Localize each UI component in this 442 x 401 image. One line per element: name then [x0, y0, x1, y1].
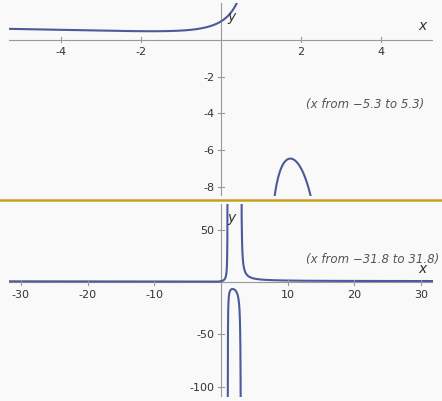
Text: -6: -6 [203, 146, 214, 156]
Text: -8: -8 [203, 182, 214, 192]
Text: -20: -20 [79, 289, 97, 299]
Text: (x from −31.8 to 31.8): (x from −31.8 to 31.8) [306, 252, 439, 265]
Text: -2: -2 [135, 47, 146, 57]
Text: y: y [227, 210, 236, 224]
Text: -4: -4 [203, 109, 214, 119]
Text: -50: -50 [196, 330, 214, 340]
Text: -2: -2 [203, 72, 214, 82]
Text: -100: -100 [189, 382, 214, 391]
Text: (x from −5.3 to 5.3): (x from −5.3 to 5.3) [306, 97, 424, 111]
Text: -10: -10 [145, 289, 163, 299]
Text: -4: -4 [55, 47, 66, 57]
Text: 30: 30 [414, 289, 428, 299]
Text: 20: 20 [347, 289, 362, 299]
Text: 50: 50 [200, 225, 214, 235]
Text: y: y [227, 10, 236, 24]
Text: 2: 2 [297, 47, 305, 57]
Text: x: x [419, 261, 427, 275]
Text: x: x [419, 19, 427, 33]
Text: 10: 10 [281, 289, 295, 299]
Text: 4: 4 [377, 47, 385, 57]
Text: -30: -30 [12, 289, 30, 299]
